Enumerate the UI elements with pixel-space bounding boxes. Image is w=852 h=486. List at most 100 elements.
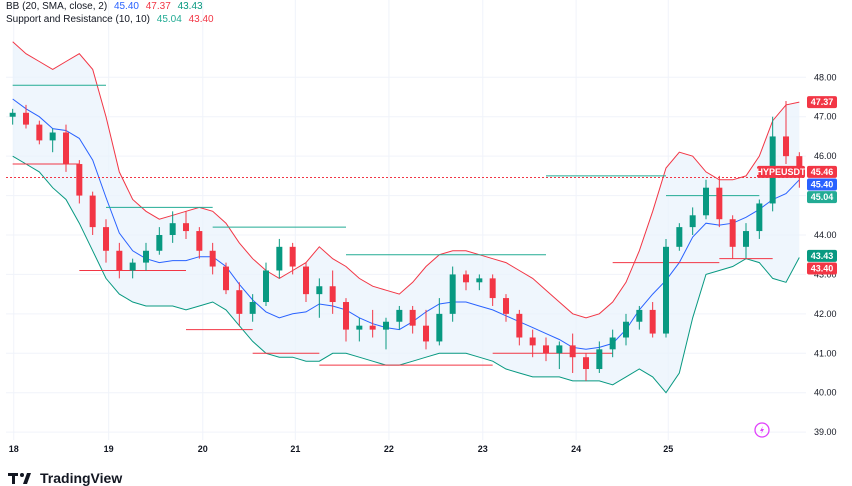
support-resistance-legend[interactable]: Support and Resistance (10, 10) 45.04 43…	[6, 14, 214, 25]
support-resistance-legend-label: Support and Resistance (10, 10)	[6, 14, 150, 25]
candle	[223, 262, 229, 295]
bollinger-upper-line	[12, 41, 800, 319]
candle	[636, 305, 643, 330]
candle	[503, 294, 509, 322]
candle	[263, 262, 269, 306]
candle	[689, 207, 696, 235]
price-tag: 43.40	[807, 262, 837, 275]
candle	[329, 270, 336, 314]
time-tick-label: 25	[663, 444, 673, 454]
candle	[156, 227, 163, 255]
tradingview-logo-icon	[8, 472, 34, 484]
candle	[89, 191, 96, 235]
time-tick-label: 23	[478, 444, 488, 454]
candle	[649, 302, 656, 338]
candle	[236, 282, 243, 326]
price-tag: 45.04	[807, 191, 837, 204]
price-tag: 45.40	[807, 178, 837, 191]
bollinger-basis-value: 45.40	[113, 1, 139, 12]
svg-text:HYPEUSDT: HYPEUSDT	[756, 167, 806, 177]
lightning-icon[interactable]	[754, 422, 770, 438]
candle	[23, 104, 29, 129]
candle	[303, 262, 309, 303]
candle	[476, 274, 483, 291]
candle	[36, 120, 43, 145]
price-tick-label: 42.00	[814, 309, 837, 319]
support-value: 43.40	[188, 14, 214, 25]
svg-text:43.43: 43.43	[811, 251, 834, 261]
time-tick-label: 18	[9, 444, 19, 454]
time-tick-label: 20	[198, 444, 208, 454]
symbol-tag: HYPEUSDT	[756, 165, 806, 178]
candle	[103, 219, 109, 263]
price-tag: 45.46	[807, 165, 837, 178]
time-tick-label: 24	[571, 444, 581, 454]
candle	[609, 329, 616, 358]
candle	[743, 223, 749, 259]
candle	[356, 317, 363, 342]
candle	[436, 298, 443, 346]
candle	[676, 223, 683, 251]
candle	[369, 309, 376, 338]
candle	[783, 100, 789, 165]
svg-text:45.40: 45.40	[811, 180, 834, 190]
time-tick-label: 19	[104, 444, 114, 454]
candle	[716, 175, 723, 228]
candle	[703, 179, 709, 220]
price-tick-label: 39.00	[814, 427, 837, 437]
bollinger-legend-label: BB (20, SMA, close, 2)	[6, 1, 108, 12]
candle	[756, 199, 763, 239]
price-tick-label: 48.00	[814, 72, 837, 82]
svg-text:43.40: 43.40	[811, 264, 834, 274]
price-tick-label: 44.00	[814, 230, 837, 240]
svg-text:47.37: 47.37	[811, 97, 834, 107]
candle	[276, 238, 283, 279]
candle	[623, 313, 629, 346]
candle	[729, 215, 736, 259]
brand-name: TradingView	[40, 470, 123, 486]
candle	[556, 341, 563, 370]
price-tick-label: 41.00	[814, 348, 837, 358]
resistance-value: 45.04	[156, 14, 182, 25]
candle	[463, 270, 469, 291]
candle	[343, 298, 349, 342]
candle	[663, 238, 669, 338]
candle	[9, 108, 16, 125]
price-tick-label: 40.00	[814, 388, 837, 398]
bollinger-legend[interactable]: BB (20, SMA, close, 2) 45.40 47.37 43.43	[6, 1, 203, 12]
svg-text:45.04: 45.04	[811, 192, 834, 202]
candle	[396, 305, 403, 330]
candle	[383, 317, 389, 350]
candle	[449, 266, 456, 322]
bollinger-lower-line	[12, 155, 800, 394]
candle	[183, 211, 189, 239]
candle	[116, 242, 123, 279]
tradingview-brand[interactable]: TradingView	[8, 470, 122, 486]
candle	[583, 353, 589, 381]
price-tick-label: 47.00	[814, 112, 837, 122]
svg-text:45.46: 45.46	[811, 167, 834, 177]
bollinger-upper-value: 47.37	[145, 1, 171, 12]
candle	[169, 211, 176, 243]
candle	[196, 227, 203, 259]
candle	[596, 341, 603, 373]
candle	[249, 294, 256, 322]
candle	[76, 160, 83, 204]
time-axis[interactable]: 18 19 20 21 22 23 24 25	[9, 444, 674, 454]
candle	[529, 329, 536, 358]
candle	[289, 242, 296, 275]
candle	[316, 278, 323, 318]
price-tag: 43.43	[807, 249, 837, 262]
candle	[49, 128, 56, 153]
time-tick-label: 21	[290, 444, 300, 454]
bollinger-lower-value: 43.43	[177, 1, 203, 12]
candle	[409, 305, 416, 334]
price-tags: 47.37 HYPEUSDT 45.46 45.40 45.04 43.43 43.40	[756, 96, 837, 275]
candle	[129, 258, 136, 279]
candle	[209, 242, 216, 275]
candle	[543, 337, 549, 362]
candle	[143, 242, 149, 271]
price-tick-label: 46.00	[814, 151, 837, 161]
candle	[423, 309, 429, 350]
